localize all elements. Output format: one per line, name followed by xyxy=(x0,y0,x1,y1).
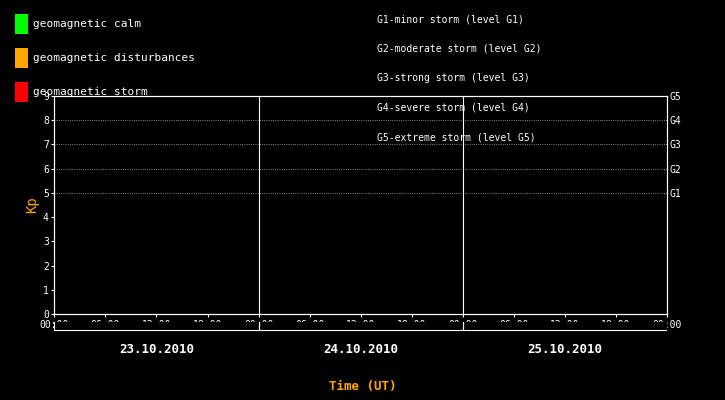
Text: geomagnetic storm: geomagnetic storm xyxy=(33,87,148,97)
Text: 25.10.2010: 25.10.2010 xyxy=(527,343,602,356)
Text: geomagnetic calm: geomagnetic calm xyxy=(33,19,141,29)
Text: Time (UT): Time (UT) xyxy=(328,380,397,393)
Text: geomagnetic disturbances: geomagnetic disturbances xyxy=(33,53,195,63)
Text: G1-minor storm (level G1): G1-minor storm (level G1) xyxy=(377,14,524,24)
Text: 23.10.2010: 23.10.2010 xyxy=(119,343,194,356)
Text: G3-strong storm (level G3): G3-strong storm (level G3) xyxy=(377,73,530,83)
Text: G2-moderate storm (level G2): G2-moderate storm (level G2) xyxy=(377,44,542,54)
Y-axis label: Kp: Kp xyxy=(25,197,38,213)
Text: G5-extreme storm (level G5): G5-extreme storm (level G5) xyxy=(377,132,536,142)
Text: G4-severe storm (level G4): G4-severe storm (level G4) xyxy=(377,103,530,113)
Text: 24.10.2010: 24.10.2010 xyxy=(323,343,398,356)
